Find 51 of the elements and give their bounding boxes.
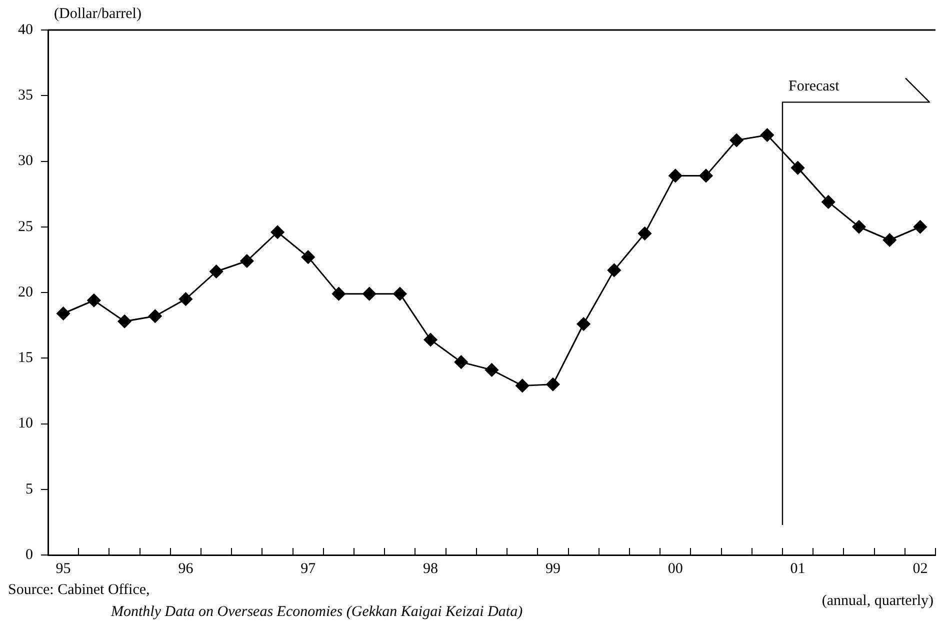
- point: [87, 294, 101, 308]
- point: [638, 226, 652, 240]
- point: [301, 250, 315, 264]
- point: [576, 317, 590, 331]
- x-tick-label: 95: [56, 560, 71, 577]
- y-tick-label: 10: [18, 416, 33, 432]
- point: [485, 363, 498, 377]
- y-tick-label: 40: [18, 22, 33, 38]
- x-tick-label: 97: [300, 560, 316, 577]
- text: Monthly Data on Overseas Economies (Gekkan Kaigai Keizai Data): [110, 603, 523, 622]
- point: [913, 220, 927, 234]
- point: [760, 128, 774, 142]
- y-tick-label: 35: [18, 88, 33, 104]
- point: [178, 292, 192, 306]
- point: [424, 333, 438, 346]
- point: [791, 161, 805, 175]
- x-tick-label: 96: [178, 560, 194, 577]
- point: [730, 134, 744, 147]
- point: [362, 287, 376, 301]
- y-tick-label: 30: [18, 153, 33, 170]
- point: [546, 378, 560, 392]
- source-note: Source: Cabinet Office,: [8, 581, 151, 600]
- point: [607, 263, 621, 277]
- point: [240, 254, 254, 268]
- y-tick-label: 5: [26, 481, 33, 498]
- x-axis-title: (annual, quarterly): [822, 593, 934, 610]
- y-tick-label: 25: [18, 218, 33, 235]
- point: [516, 378, 530, 392]
- point: [668, 168, 682, 182]
- point: [148, 309, 162, 323]
- point: [699, 168, 713, 182]
- y-tick-label: 15: [18, 350, 33, 366]
- ref-line-label: Forecast: [788, 78, 840, 95]
- point: [882, 233, 896, 247]
- y-axis-title: (Dollar/barrel): [54, 6, 142, 23]
- point: [393, 287, 407, 301]
- x-tick-label: 01: [790, 560, 806, 577]
- point: [210, 264, 224, 278]
- point: [852, 220, 866, 234]
- point: [822, 195, 836, 209]
- x-tick-label: 02: [912, 560, 928, 577]
- point: [454, 355, 468, 369]
- x-tick-label: 99: [545, 560, 560, 577]
- y-tick-label: 0: [26, 546, 33, 563]
- point: [270, 225, 284, 239]
- point: [118, 314, 132, 328]
- point: [332, 287, 346, 301]
- point: [56, 306, 70, 320]
- x-tick-label: 00: [668, 560, 683, 577]
- x-tick-label: 98: [423, 560, 438, 577]
- y-tick-label: 20: [18, 284, 33, 300]
